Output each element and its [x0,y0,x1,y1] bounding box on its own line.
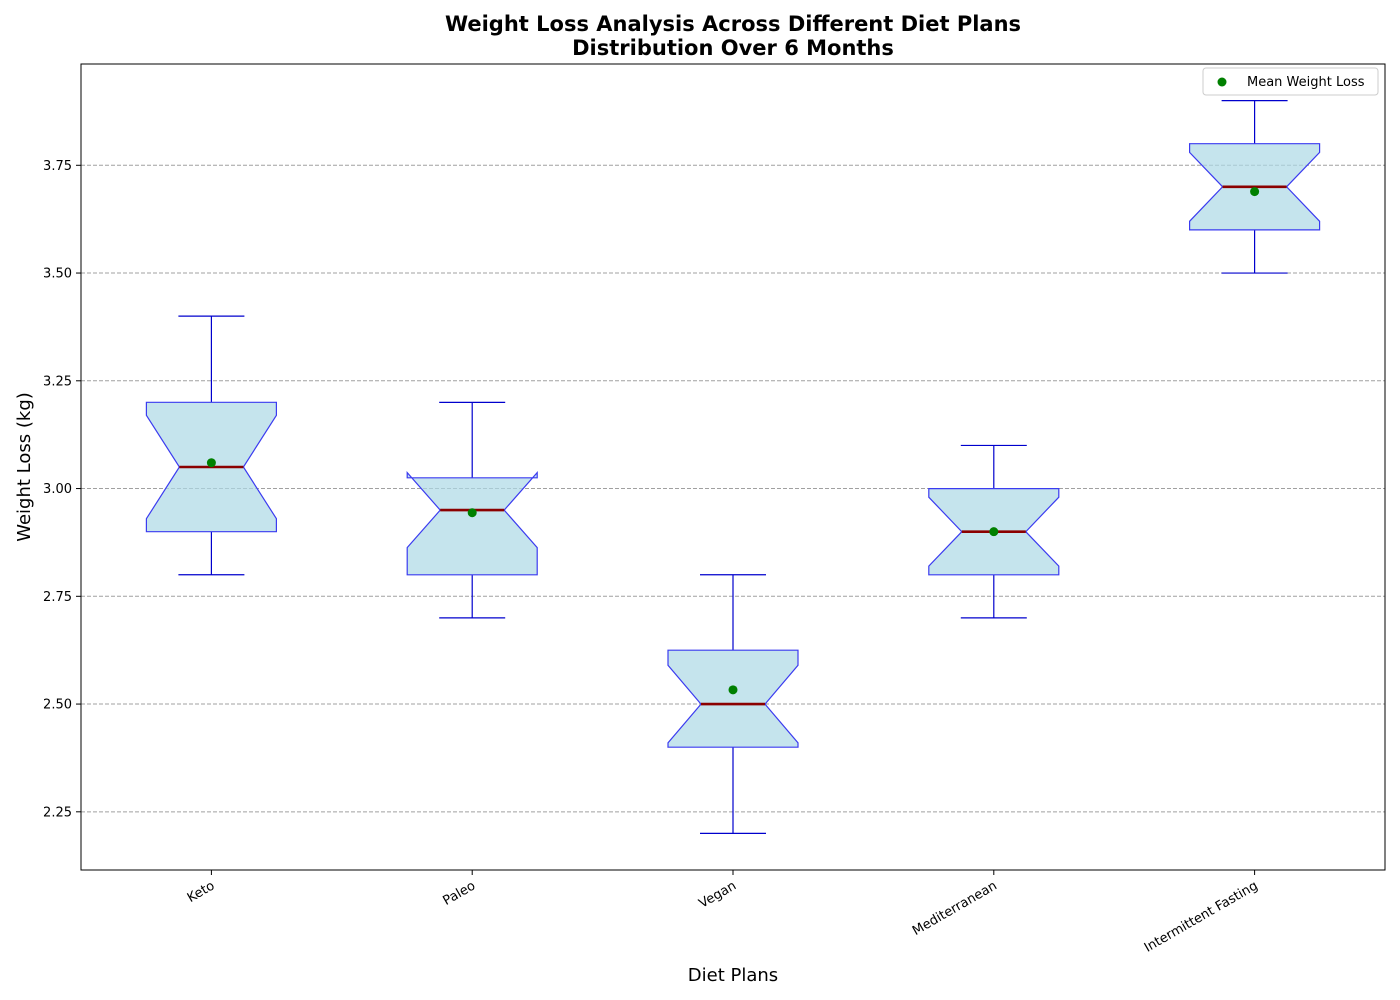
mean-markers [206,187,1260,695]
mean-marker [206,458,216,468]
mean-marker [1250,187,1260,197]
x-axis-ticks: Keto Paleo Vegan Mediterranean Intermittent … [185,870,1261,956]
y-tick-label: 3.00 [43,482,72,497]
x-tick-label: Mediterranean [910,878,1000,939]
legend-frame [1202,67,1379,96]
y-tick-label: 3.50 [43,267,72,282]
box-intermittent-fasting [1188,100,1321,274]
mean-marker [728,685,738,695]
x-tick-label: Intermittent Fasting [1142,878,1261,955]
boxes [145,100,1321,834]
y-axis-label: Weight Loss (kg) [14,392,35,542]
box-keto [145,315,277,576]
box-vegan [667,574,799,834]
y-axis-ticks: 2.25 2.50 2.75 3.00 3.25 3.50 3.75 [43,159,81,820]
legend-entry-mean: Mean Weight Loss [1247,75,1365,90]
chart-subtitle: Distribution Over 6 Months [572,36,894,60]
legend: Mean Weight Loss [1202,67,1379,96]
mean-marker [989,527,999,537]
x-tick-label: Paleo [441,878,479,908]
x-tick-label: Vegan [697,878,739,911]
box-body [406,471,538,576]
legend-mean-marker [1217,77,1227,87]
y-tick-label: 3.75 [43,159,72,174]
y-tick-label: 3.25 [43,374,72,389]
x-tick-label: Keto [185,878,218,905]
y-tick-label: 2.75 [43,590,72,605]
x-axis-label: Diet Plans [688,965,778,986]
mean-marker [467,508,477,518]
y-tick-label: 2.50 [43,698,72,713]
y-tick-label: 2.25 [43,805,72,820]
box-body [667,649,799,748]
chart-title: Weight Loss Analysis Across Different Di… [445,12,1021,36]
